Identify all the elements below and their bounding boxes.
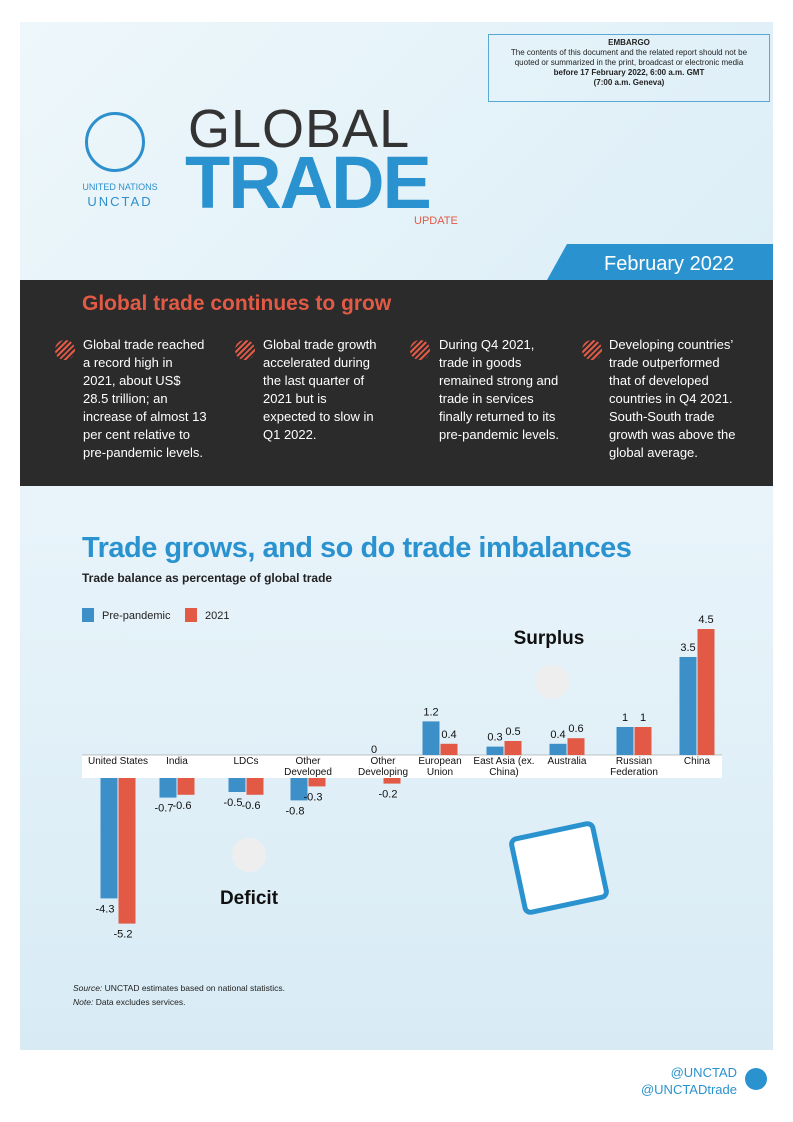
bar: [567, 738, 585, 755]
value-label: 4.5: [698, 614, 713, 626]
legend-label: Pre-pandemic: [102, 610, 171, 622]
value-label: -0.6: [242, 800, 261, 812]
bullet-icon: [235, 340, 255, 360]
deficit-arrow: [232, 838, 266, 872]
value-label: -4.3: [96, 903, 115, 915]
highlight: Global trade growth accelerated during t…: [263, 337, 377, 442]
surplus-arrow: [535, 665, 569, 699]
source-label: Source:: [73, 983, 103, 993]
date: February 2022: [604, 253, 735, 275]
x-tick-label: LDCs: [233, 756, 259, 767]
value-label: 3.5: [680, 642, 695, 654]
bar: [440, 743, 458, 755]
bar: [118, 778, 136, 924]
annotation: Surplus: [514, 628, 585, 649]
value-label: -0.7: [155, 803, 174, 815]
label-band: [82, 755, 722, 778]
bar: [504, 741, 522, 755]
bullet-icon: [410, 340, 430, 360]
twitter-icon: [745, 1068, 767, 1090]
highlight: Developing countries’ trade outperformed…: [609, 337, 736, 460]
source: Source: UNCTAD estimates based on nation…: [73, 983, 285, 993]
value-label: 1.2: [423, 706, 438, 718]
bar: [549, 743, 567, 755]
value-label: -0.5: [224, 797, 243, 809]
embargo-time: (7:00 a.m. Geneva): [593, 78, 665, 87]
x-tick-label: Russian Federation: [610, 756, 658, 778]
highlights-title: Global trade continues to grow: [82, 292, 392, 315]
note: Note: Data excludes services.: [73, 997, 185, 1007]
un-emblem: [85, 112, 145, 172]
embargo-line: quoted or summarized in the print, broad…: [514, 58, 744, 67]
bar: [100, 778, 118, 899]
x-tick-label: United States: [87, 756, 149, 767]
note-text: Data excludes services.: [95, 997, 186, 1007]
value-label: 0.4: [550, 729, 565, 741]
value-label: -0.6: [173, 800, 192, 812]
x-tick-label: Other Developing: [357, 756, 409, 778]
value-label: 1: [640, 712, 646, 724]
bar: [486, 746, 504, 755]
bar: [177, 778, 195, 795]
bullet-icon: [55, 340, 75, 360]
value-label: -5.2: [114, 929, 133, 941]
embargo-date: before 17 February 2022, 6:00 a.m. GMT: [553, 68, 705, 77]
bar: [246, 778, 264, 795]
x-tick-label: Australia: [547, 756, 587, 767]
org-acronym: UNCTAD: [87, 194, 153, 209]
note-label: Note:: [73, 997, 94, 1007]
value-label: 0.5: [505, 726, 520, 738]
social: @UNCTAD @UNCTADtrade: [641, 1064, 737, 1098]
masthead-global: GLOBAL: [188, 99, 411, 159]
bullet-icon: [582, 340, 602, 360]
embargo-title: EMBARGO: [608, 38, 650, 47]
embargo-box: EMBARGO The contents of this document an…: [488, 34, 770, 102]
legend-swatch: [185, 608, 197, 622]
bar: [308, 778, 326, 787]
header-bg: [20, 22, 773, 280]
highlight: During Q4 2021, trade in goods remained …: [439, 337, 559, 442]
x-tick-label: East Asia (ex. China): [473, 756, 535, 778]
x-tick-label: India: [166, 756, 188, 767]
annotation: Deficit: [220, 888, 279, 909]
bar: [290, 778, 308, 801]
bar: [697, 629, 715, 755]
date-banner: [547, 244, 773, 280]
x-tick-label: Other Developed: [284, 756, 332, 778]
bar: [616, 727, 634, 755]
org-name: UNITED NATIONS: [82, 182, 158, 192]
source-text: UNCTAD estimates based on national stati…: [104, 983, 285, 993]
legend-swatch: [82, 608, 94, 622]
highlight: Global trade reached a record high in 20…: [83, 337, 207, 460]
bar: [228, 778, 246, 792]
bar: [634, 727, 652, 755]
x-tick-label: China: [683, 756, 711, 767]
bar: [679, 657, 697, 755]
x-tick-label: European Union: [418, 756, 462, 778]
value-label: -0.3: [304, 791, 323, 803]
value-label: -0.2: [379, 789, 398, 801]
value-label: 1: [622, 712, 628, 724]
chart-subtitle: Trade balance as percentage of global tr…: [82, 571, 333, 585]
chart-title: Trade grows, and so do trade imbalances: [82, 532, 632, 564]
value-label: 0.3: [487, 732, 502, 744]
value-label: 0.6: [568, 723, 583, 735]
handle: @UNCTADtrade: [640, 1082, 737, 1097]
bar: [422, 721, 440, 755]
value-label: 0: [371, 744, 377, 756]
legend-label: 2021: [205, 610, 229, 622]
masthead-update: UPDATE: [414, 215, 458, 227]
handle: @UNCTAD: [670, 1065, 737, 1080]
highlights-panel: [20, 280, 773, 486]
value-label: 0.4: [441, 729, 456, 741]
bar: [383, 778, 401, 784]
bar: [159, 778, 177, 798]
embargo-line: The contents of this document and the re…: [510, 48, 748, 57]
masthead-trade: TRADE: [185, 141, 432, 224]
value-label: -0.8: [286, 805, 305, 817]
